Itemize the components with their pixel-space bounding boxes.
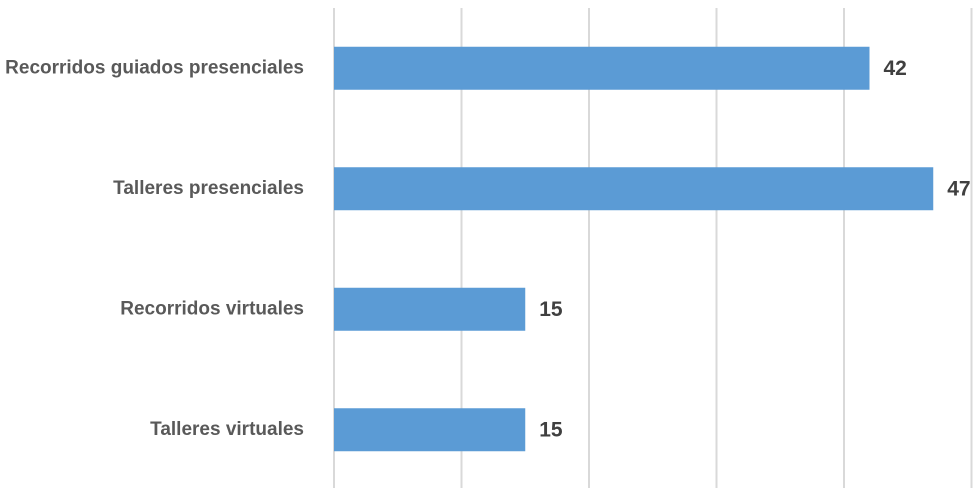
bar (334, 408, 526, 452)
data-label: 42 (884, 57, 907, 80)
data-label: 47 (947, 177, 970, 200)
data-label: 15 (539, 298, 563, 321)
category-label: Talleres presenciales (113, 178, 304, 199)
category-label: Recorridos virtuales (120, 298, 304, 319)
category-label: Talleres virtuales (150, 419, 304, 440)
bar (334, 167, 934, 211)
data-labels: 42 47 15 15 (539, 57, 970, 442)
category-label: Recorridos guiados presenciales (5, 57, 304, 78)
bar (334, 46, 870, 90)
bars (334, 46, 934, 452)
category-labels: Recorridos guiados presenciales Talleres … (5, 57, 304, 440)
bar (334, 287, 526, 331)
data-label: 15 (539, 418, 563, 441)
